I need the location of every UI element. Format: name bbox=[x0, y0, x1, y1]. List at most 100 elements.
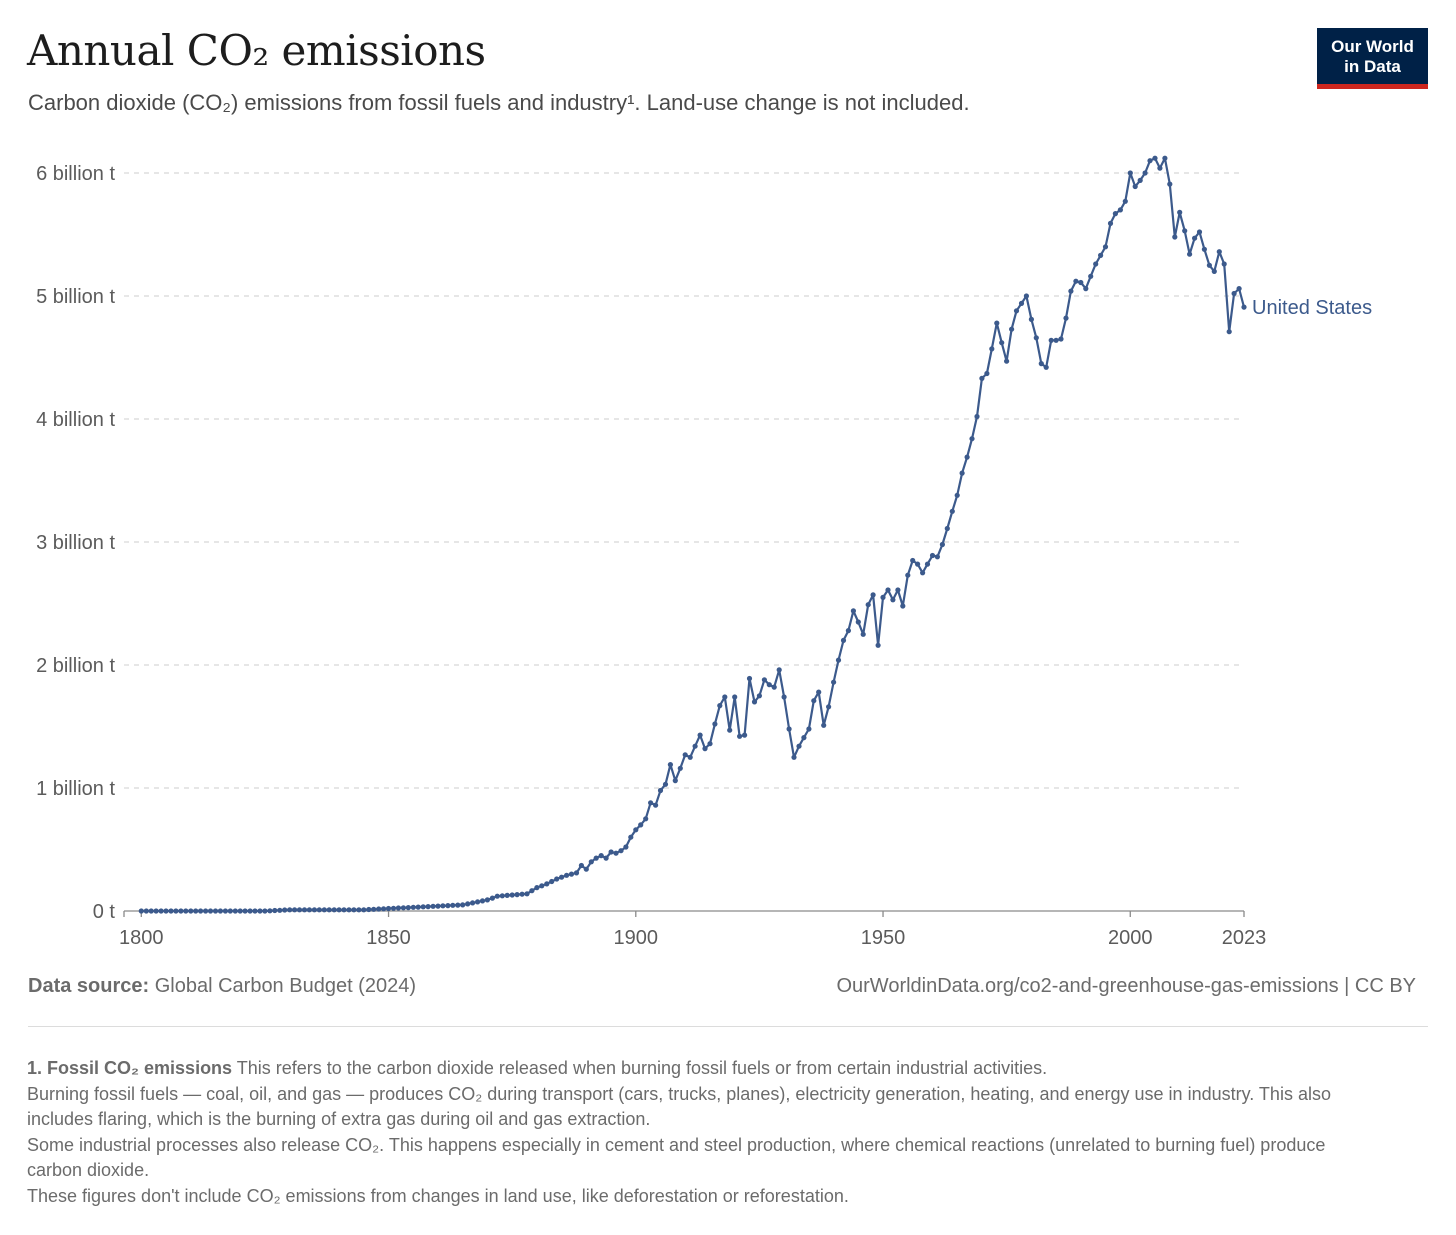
data-point[interactable] bbox=[1107, 220, 1114, 226]
data-point[interactable] bbox=[1152, 155, 1158, 161]
data-point[interactable] bbox=[153, 908, 159, 914]
data-point[interactable] bbox=[717, 703, 723, 709]
data-point[interactable] bbox=[440, 903, 446, 909]
data-point[interactable] bbox=[326, 907, 332, 913]
data-point[interactable] bbox=[158, 908, 164, 914]
data-point[interactable] bbox=[460, 902, 466, 908]
data-point[interactable] bbox=[791, 754, 797, 760]
data-point[interactable] bbox=[296, 907, 303, 913]
data-point[interactable] bbox=[1192, 235, 1198, 241]
data-point[interactable] bbox=[984, 370, 990, 377]
source-url[interactable]: OurWorldinData.org/co2-and-greenhouse-ga… bbox=[836, 975, 1416, 997]
data-point[interactable] bbox=[1196, 229, 1203, 235]
data-point[interactable] bbox=[598, 853, 604, 859]
data-point[interactable] bbox=[524, 891, 530, 897]
data-point[interactable] bbox=[331, 907, 337, 913]
data-point[interactable] bbox=[944, 525, 950, 532]
data-point[interactable] bbox=[994, 320, 1000, 326]
data-point[interactable] bbox=[786, 726, 792, 732]
data-point[interactable] bbox=[178, 908, 184, 914]
data-source-text[interactable]: Global Carbon Budget (2024) bbox=[154, 975, 416, 997]
data-point[interactable] bbox=[628, 834, 634, 840]
data-point[interactable] bbox=[860, 631, 866, 637]
data-point[interactable] bbox=[252, 908, 258, 914]
data-point[interactable] bbox=[1211, 268, 1217, 274]
data-point[interactable] bbox=[1018, 300, 1025, 306]
data-point[interactable] bbox=[554, 876, 560, 882]
data-point[interactable] bbox=[277, 907, 283, 913]
data-point[interactable] bbox=[964, 454, 970, 460]
data-point[interactable] bbox=[247, 908, 253, 914]
series-line[interactable] bbox=[141, 157, 1246, 913]
data-point[interactable] bbox=[1142, 170, 1148, 176]
data-point[interactable] bbox=[1013, 308, 1020, 314]
data-point[interactable] bbox=[203, 908, 209, 914]
data-point[interactable] bbox=[682, 752, 688, 758]
data-point[interactable] bbox=[924, 561, 931, 567]
data-point[interactable] bbox=[1068, 288, 1074, 294]
data-point[interactable] bbox=[183, 908, 189, 914]
data-point[interactable] bbox=[198, 908, 204, 914]
data-point[interactable] bbox=[410, 904, 416, 910]
data-point[interactable] bbox=[489, 895, 495, 901]
data-point[interactable] bbox=[559, 874, 565, 880]
data-point[interactable] bbox=[1167, 181, 1173, 187]
data-point[interactable] bbox=[1216, 249, 1222, 255]
data-point[interactable] bbox=[420, 904, 426, 910]
data-point[interactable] bbox=[306, 907, 312, 913]
data-point[interactable] bbox=[1058, 336, 1064, 342]
data-point[interactable] bbox=[376, 906, 382, 912]
data-point[interactable] bbox=[1132, 183, 1138, 190]
data-point[interactable] bbox=[499, 893, 505, 899]
data-point[interactable] bbox=[727, 727, 733, 733]
data-point[interactable] bbox=[573, 870, 580, 876]
data-point[interactable] bbox=[831, 679, 837, 685]
data-point[interactable] bbox=[895, 587, 901, 593]
data-point[interactable] bbox=[593, 855, 599, 861]
data-point[interactable] bbox=[351, 907, 357, 913]
data-point[interactable] bbox=[301, 907, 308, 913]
data-point[interactable] bbox=[885, 587, 891, 593]
data-point[interactable] bbox=[1038, 361, 1044, 367]
data-point[interactable] bbox=[855, 619, 861, 625]
data-point[interactable] bbox=[638, 822, 644, 828]
data-point[interactable] bbox=[806, 726, 812, 732]
data-point[interactable] bbox=[534, 885, 540, 891]
data-point[interactable] bbox=[1063, 315, 1069, 321]
data-point[interactable] bbox=[1093, 261, 1099, 267]
data-point[interactable] bbox=[1053, 337, 1059, 343]
data-point[interactable] bbox=[1112, 211, 1118, 217]
data-point[interactable] bbox=[262, 908, 268, 914]
data-point[interactable] bbox=[346, 907, 352, 913]
data-point[interactable] bbox=[479, 898, 486, 904]
data-point[interactable] bbox=[1236, 286, 1242, 292]
data-point[interactable] bbox=[465, 901, 471, 907]
data-point[interactable] bbox=[1088, 273, 1094, 279]
data-point[interactable] bbox=[425, 904, 431, 910]
data-point[interactable] bbox=[746, 675, 753, 682]
data-point[interactable] bbox=[667, 762, 674, 768]
data-point[interactable] bbox=[1102, 244, 1109, 250]
data-point[interactable] bbox=[835, 657, 842, 663]
data-point[interactable] bbox=[356, 907, 362, 913]
data-point[interactable] bbox=[816, 689, 822, 695]
owid-logo[interactable]: Our World in Data bbox=[1317, 28, 1428, 89]
series-label[interactable]: United States bbox=[1252, 297, 1372, 319]
data-point[interactable] bbox=[222, 908, 228, 914]
data-point[interactable] bbox=[509, 892, 515, 898]
data-point[interactable] bbox=[207, 908, 214, 914]
data-point[interactable] bbox=[405, 905, 411, 911]
data-point[interactable] bbox=[1137, 177, 1143, 183]
data-point[interactable] bbox=[840, 637, 847, 644]
data-point[interactable] bbox=[138, 908, 144, 914]
data-point[interactable] bbox=[687, 754, 693, 760]
data-point[interactable] bbox=[1004, 358, 1010, 364]
data-point[interactable] bbox=[796, 743, 802, 749]
data-point[interactable] bbox=[1043, 364, 1049, 370]
data-point[interactable] bbox=[751, 699, 758, 705]
data-point[interactable] bbox=[845, 628, 852, 634]
data-point[interactable] bbox=[959, 470, 965, 476]
data-point[interactable] bbox=[939, 541, 946, 548]
data-point[interactable] bbox=[648, 800, 654, 806]
data-point[interactable] bbox=[1172, 234, 1178, 240]
